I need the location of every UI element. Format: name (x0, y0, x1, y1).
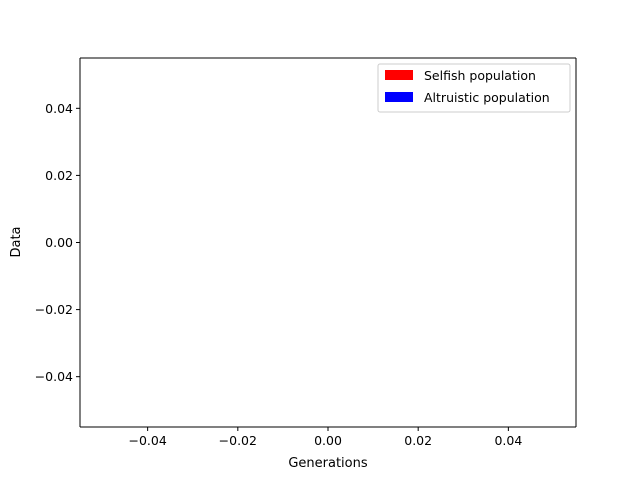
y-tick-label: 0.02 (45, 168, 73, 183)
y-tick-label: −0.02 (35, 302, 73, 317)
legend: Selfish population Altruistic population (377, 63, 571, 113)
legend-label-selfish: Selfish population (424, 68, 536, 83)
legend-swatch-selfish (385, 70, 413, 80)
x-axis-label: Generations (288, 456, 368, 471)
y-tick-label: 0.04 (45, 101, 73, 116)
legend-frame (377, 63, 571, 113)
plot-area (80, 58, 576, 427)
legend-swatch-altruistic (385, 92, 413, 102)
x-tick-label: −0.02 (219, 433, 257, 448)
x-tick-label: −0.04 (128, 433, 166, 448)
y-tick-label: −0.04 (35, 369, 73, 384)
x-tick-label: 0.02 (404, 433, 432, 448)
x-tick-label: 0.04 (494, 433, 522, 448)
legend-label-altruistic: Altruistic population (424, 90, 550, 105)
y-axis-ticks: −0.04 −0.02 0.00 0.02 0.04 (35, 101, 80, 384)
x-axis-ticks: −0.04 −0.02 0.00 0.02 0.04 (128, 427, 522, 448)
y-tick-label: 0.00 (45, 235, 73, 250)
y-axis-label: Data (9, 226, 24, 257)
x-tick-label: 0.00 (314, 433, 342, 448)
